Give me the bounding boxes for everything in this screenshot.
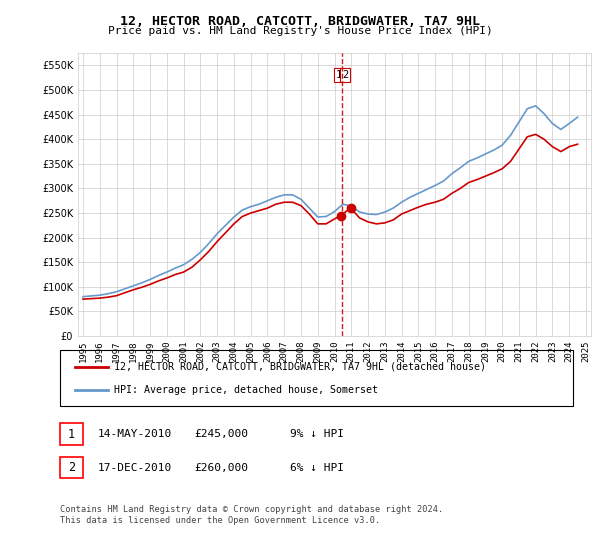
Text: HPI: Average price, detached house, Somerset: HPI: Average price, detached house, Some… [114,385,378,395]
Text: £260,000: £260,000 [194,463,248,473]
Text: 14-MAY-2010: 14-MAY-2010 [98,429,172,439]
Text: 2: 2 [68,461,75,474]
Text: 17-DEC-2010: 17-DEC-2010 [98,463,172,473]
Text: 12, HECTOR ROAD, CATCOTT, BRIDGWATER, TA7 9HL: 12, HECTOR ROAD, CATCOTT, BRIDGWATER, TA… [120,15,480,28]
Text: 6% ↓ HPI: 6% ↓ HPI [290,463,344,473]
Text: 2: 2 [342,71,348,80]
Text: Contains HM Land Registry data © Crown copyright and database right 2024.
This d: Contains HM Land Registry data © Crown c… [60,505,443,525]
Text: 1: 1 [68,427,75,441]
Text: £245,000: £245,000 [194,429,248,439]
Text: Price paid vs. HM Land Registry's House Price Index (HPI): Price paid vs. HM Land Registry's House … [107,26,493,36]
Text: 9% ↓ HPI: 9% ↓ HPI [290,429,344,439]
Text: 12, HECTOR ROAD, CATCOTT, BRIDGWATER, TA7 9HL (detached house): 12, HECTOR ROAD, CATCOTT, BRIDGWATER, TA… [114,362,486,372]
Text: 1: 1 [336,71,342,80]
